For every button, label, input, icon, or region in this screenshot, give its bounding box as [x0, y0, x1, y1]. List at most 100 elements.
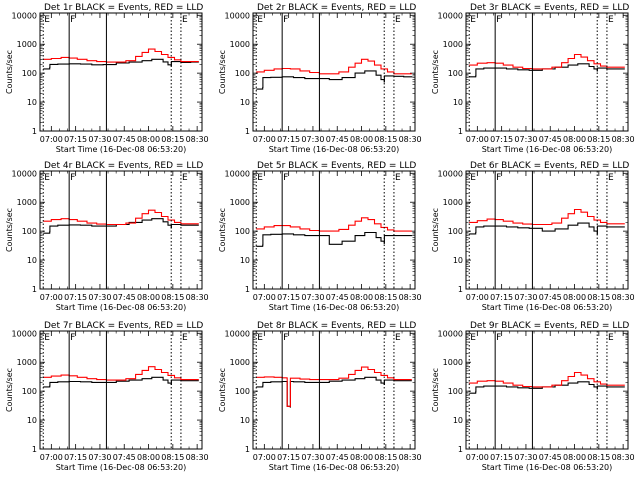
x-axis-label: Start Time (16-Dec-08 06:53:20): [56, 303, 187, 312]
x-tick-label: 08:00: [137, 293, 160, 302]
y-tick-label: 1: [245, 127, 250, 136]
events-series-line: [43, 376, 199, 388]
x-tick-label: 07:30: [514, 293, 537, 302]
lld-series-line: [43, 48, 199, 63]
time-marker-label: E: [470, 333, 476, 343]
time-marker-label: E: [182, 15, 188, 25]
y-tick-label: 1: [245, 285, 250, 294]
panel-2: Det 2r BLACK = Events, RED = LLD 1 10 100 10…: [218, 3, 422, 154]
y-tick-label: 100: [235, 387, 250, 396]
y-axis-label: Counts/sec: [5, 208, 14, 252]
lld-series-line: [256, 58, 412, 75]
events-series-line: [469, 381, 625, 394]
y-tick-label: 100: [22, 227, 37, 236]
x-axis-label: Start Time (16-Dec-08 06:53:20): [56, 463, 187, 472]
time-marker-label: E: [182, 173, 188, 183]
x-tick-label: 07:00: [466, 135, 489, 144]
y-tick-label: 100: [448, 227, 463, 236]
plot-frame: [252, 330, 416, 450]
lld-series-line: [256, 217, 412, 232]
x-tick-label: 07:00: [40, 135, 63, 144]
y-tick-label: 1: [32, 445, 37, 454]
x-tick-label: 07:30: [514, 453, 537, 462]
panel-9: Det 9r BLACK = Events, RED = LLD 1 10 100 10…: [431, 321, 635, 472]
y-tick-label: 100: [235, 227, 250, 236]
panel-title: Det 8r BLACK = Events, RED = LLD: [257, 321, 416, 331]
x-tick-label: 07:30: [301, 135, 324, 144]
y-axis-label: Counts/sec: [218, 208, 227, 252]
x-tick-label: 07:30: [88, 293, 111, 302]
y-axis-label: Counts/sec: [5, 50, 14, 94]
time-marker-label: F: [70, 333, 75, 343]
y-tick-label: 1000: [230, 198, 250, 207]
y-tick-label: 100: [448, 69, 463, 78]
y-axis-label: Counts/sec: [5, 368, 14, 412]
lld-series-line: [43, 209, 199, 226]
time-marker-label: E: [182, 333, 188, 343]
x-tick-label: 07:00: [40, 453, 63, 462]
x-tick-label: 07:30: [88, 135, 111, 144]
x-tick-label: 07:45: [539, 453, 562, 462]
plot-frame: [465, 12, 629, 132]
x-tick-label: 08:15: [374, 135, 397, 144]
y-tick-label: 100: [22, 69, 37, 78]
x-tick-label: 07:15: [277, 453, 300, 462]
y-tick-label: 1: [458, 285, 463, 294]
panel-8: Det 8r BLACK = Events, RED = LLD 1 10 100 10…: [218, 321, 422, 472]
x-tick-label: 08:15: [587, 293, 610, 302]
y-tick-label: 10000: [12, 11, 37, 20]
x-tick-label: 08:15: [161, 135, 184, 144]
time-marker-label: E: [395, 15, 401, 25]
y-tick-label: 10: [453, 256, 463, 265]
x-tick-label: 08:15: [587, 453, 610, 462]
time-marker-label: E: [470, 173, 476, 183]
x-tick-label: 07:15: [277, 135, 300, 144]
y-tick-label: 100: [448, 387, 463, 396]
x-tick-label: 08:30: [612, 293, 635, 302]
plot-frame: [39, 12, 203, 132]
lld-series-line: [43, 366, 199, 381]
panel-title: Det 1r BLACK = Events, RED = LLD: [44, 3, 203, 13]
panel-7: Det 7r BLACK = Events, RED = LLD 1 10 100 10…: [5, 321, 209, 472]
x-tick-label: 07:00: [253, 135, 276, 144]
plot-frame: [39, 170, 203, 290]
y-tick-label: 10: [240, 256, 250, 265]
x-tick-label: 08:30: [399, 453, 422, 462]
time-marker-label: E: [257, 333, 263, 343]
y-axis-label: Counts/sec: [431, 50, 440, 94]
y-tick-label: 10: [27, 256, 37, 265]
y-tick-label: 1: [32, 127, 37, 136]
panel-title: Det 9r BLACK = Events, RED = LLD: [470, 321, 629, 331]
time-marker-label: F: [283, 333, 288, 343]
x-tick-label: 07:00: [40, 293, 63, 302]
y-tick-label: 10: [453, 416, 463, 425]
y-tick-label: 10000: [438, 11, 463, 20]
time-marker-label: E: [608, 15, 614, 25]
time-marker-label: E: [44, 173, 50, 183]
events-series-line: [469, 222, 625, 235]
x-tick-label: 08:00: [350, 453, 373, 462]
lld-series-line: [469, 208, 625, 226]
y-axis-label: Counts/sec: [218, 368, 227, 412]
x-tick-label: 07:45: [113, 293, 136, 302]
x-tick-label: 07:45: [113, 135, 136, 144]
y-tick-label: 10000: [12, 169, 37, 178]
panel-6: Det 6r BLACK = Events, RED = LLD 1 10 100 10…: [431, 161, 635, 312]
x-tick-label: 08:15: [161, 293, 184, 302]
x-axis-label: Start Time (16-Dec-08 06:53:20): [269, 303, 400, 312]
plot-frame: [252, 170, 416, 290]
time-marker-label: F: [70, 15, 75, 25]
y-axis-label: Counts/sec: [218, 50, 227, 94]
x-axis-label: Start Time (16-Dec-08 06:53:20): [482, 145, 613, 154]
y-tick-label: 10: [27, 98, 37, 107]
x-tick-label: 07:15: [490, 453, 513, 462]
panel-title: Det 6r BLACK = Events, RED = LLD: [470, 161, 629, 171]
x-tick-label: 07:45: [326, 293, 349, 302]
y-tick-label: 1000: [443, 358, 463, 367]
time-marker-label: F: [496, 333, 501, 343]
y-tick-label: 1000: [17, 358, 37, 367]
x-tick-label: 08:00: [563, 135, 586, 144]
time-marker-label: F: [70, 173, 75, 183]
x-tick-label: 07:00: [466, 453, 489, 462]
y-tick-label: 1000: [230, 40, 250, 49]
